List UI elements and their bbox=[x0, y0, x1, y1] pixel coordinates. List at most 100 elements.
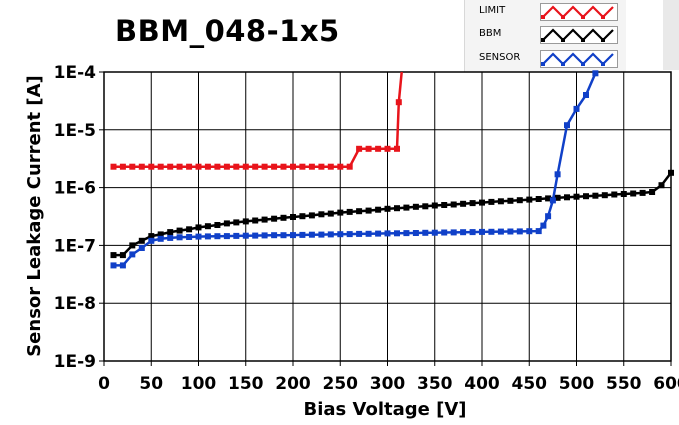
data-point-sensor bbox=[148, 237, 155, 244]
x-axis-ticks: 0 50 100 150 200 250 300 350 400 450 500 550 600 bbox=[98, 361, 679, 394]
data-point-sensor bbox=[479, 228, 485, 235]
x-tick-label: 150 bbox=[228, 374, 264, 394]
data-point-bbm bbox=[460, 200, 467, 207]
x-tick-label: 100 bbox=[181, 374, 217, 394]
data-point-sensor bbox=[337, 231, 344, 238]
data-point-bbm bbox=[233, 219, 240, 226]
series-layer bbox=[110, 70, 674, 269]
data-point-sensor bbox=[186, 234, 193, 240]
grid-lines bbox=[104, 72, 671, 361]
x-axis-label: Bias Voltage [V] bbox=[304, 399, 467, 420]
data-point-limit bbox=[157, 163, 164, 170]
data-point-sensor bbox=[157, 235, 164, 242]
x-tick-label: 550 bbox=[606, 374, 642, 394]
data-point-sensor bbox=[346, 231, 353, 238]
data-point-limit bbox=[375, 145, 382, 152]
data-point-bbm bbox=[422, 203, 429, 210]
y-axis-ticks: 1E-9 1E-8 1E-7 1E-6 1E-5 1E-4 bbox=[54, 63, 104, 372]
data-point-sensor bbox=[403, 230, 410, 237]
x-tick-label: 250 bbox=[323, 374, 359, 394]
data-point-bbm bbox=[564, 194, 570, 201]
data-point-sensor bbox=[507, 228, 514, 235]
x-tick-label: 400 bbox=[464, 374, 500, 394]
data-point-sensor bbox=[214, 233, 221, 240]
data-point-bbm bbox=[554, 194, 561, 201]
data-point-limit bbox=[271, 163, 278, 170]
data-point-sensor bbox=[469, 229, 476, 236]
x-tick-label: 300 bbox=[370, 374, 406, 394]
data-point-bbm bbox=[290, 214, 296, 220]
data-point-bbm bbox=[337, 209, 344, 216]
legend-label-bbm: BBM bbox=[479, 28, 502, 39]
data-point-bbm bbox=[630, 190, 637, 197]
data-point-sensor bbox=[242, 232, 249, 239]
data-point-bbm bbox=[271, 215, 278, 222]
data-point-limit bbox=[119, 163, 126, 170]
data-point-sensor bbox=[412, 230, 419, 236]
data-point-limit bbox=[261, 163, 268, 170]
data-point-bbm bbox=[148, 233, 155, 240]
legend-swatch-bbm-icon bbox=[541, 28, 614, 42]
data-point-sensor bbox=[280, 232, 287, 239]
data-point-bbm bbox=[223, 220, 230, 227]
data-point-sensor bbox=[119, 262, 126, 269]
y-axis-label: Sensor Leakage Current [A] bbox=[24, 75, 45, 357]
data-point-bbm bbox=[403, 204, 410, 211]
data-point-sensor bbox=[271, 232, 278, 239]
data-point-limit bbox=[242, 163, 249, 170]
data-point-bbm bbox=[299, 213, 306, 220]
data-point-bbm bbox=[450, 201, 457, 208]
data-point-sensor bbox=[554, 171, 561, 178]
data-point-bbm bbox=[611, 191, 618, 198]
data-point-bbm bbox=[110, 252, 117, 259]
data-point-limit bbox=[148, 163, 155, 170]
data-point-bbm bbox=[535, 196, 542, 202]
data-point-sensor bbox=[540, 222, 547, 229]
data-point-limit bbox=[223, 163, 230, 170]
data-point-sensor bbox=[223, 233, 230, 240]
data-point-sensor bbox=[497, 228, 504, 235]
data-point-limit bbox=[252, 163, 259, 170]
data-point-sensor bbox=[233, 232, 240, 239]
data-point-sensor bbox=[526, 228, 533, 235]
chart-title: BBM_048-1x5 bbox=[115, 14, 340, 48]
data-point-limit bbox=[186, 163, 193, 170]
data-point-sensor bbox=[394, 230, 400, 237]
legend-swatch-sensor-icon bbox=[541, 52, 614, 66]
data-point-sensor bbox=[564, 122, 570, 129]
data-point-bbm bbox=[507, 197, 514, 204]
data-point-bbm bbox=[479, 199, 485, 206]
y-tick-label: 1E-4 bbox=[54, 63, 96, 83]
data-point-limit bbox=[365, 145, 372, 152]
data-point-sensor bbox=[460, 229, 467, 236]
data-point-bbm bbox=[308, 212, 315, 219]
data-point-sensor bbox=[110, 262, 117, 269]
data-point-sensor bbox=[441, 229, 448, 236]
data-point-bbm bbox=[658, 182, 665, 189]
data-point-sensor bbox=[167, 234, 174, 241]
data-point-bbm bbox=[601, 192, 608, 199]
data-point-bbm bbox=[668, 169, 674, 176]
x-tick-label: 450 bbox=[512, 374, 548, 394]
data-point-limit bbox=[204, 163, 211, 170]
data-point-bbm bbox=[375, 206, 382, 213]
data-point-limit bbox=[299, 163, 306, 170]
data-point-bbm bbox=[186, 226, 193, 233]
data-point-bbm bbox=[431, 202, 438, 209]
data-point-sensor bbox=[516, 228, 523, 235]
legend-entry-sensor: SENSOR bbox=[465, 48, 626, 70]
data-point-sensor bbox=[450, 229, 457, 236]
data-point-sensor bbox=[545, 213, 552, 220]
data-point-bbm bbox=[167, 229, 174, 236]
legend-swatch-sensor bbox=[540, 50, 618, 68]
series-sensor bbox=[110, 70, 599, 269]
legend-swatch-limit bbox=[540, 3, 618, 21]
data-point-limit bbox=[356, 145, 363, 152]
series-bbm bbox=[110, 169, 674, 259]
data-point-bbm bbox=[204, 223, 211, 230]
data-point-bbm bbox=[129, 242, 136, 249]
data-point-bbm bbox=[157, 231, 164, 238]
data-point-bbm bbox=[261, 216, 268, 223]
